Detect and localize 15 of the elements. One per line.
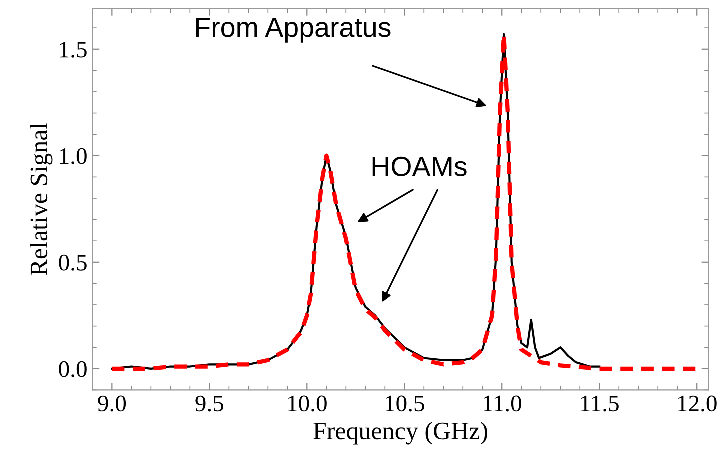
x-tick-label: 10.0 xyxy=(288,396,327,412)
y-tick-label: 1.0 xyxy=(60,148,87,164)
y-tick-label: 0.0 xyxy=(59,361,87,378)
x-tick-label: 9.0 xyxy=(98,396,126,412)
y-tick-label: 0.5 xyxy=(59,254,87,271)
x-tick-label: 11.5 xyxy=(581,396,619,412)
x-tick-label: 11.0 xyxy=(484,396,522,412)
x-tick-label: 10.5 xyxy=(386,396,424,412)
annotation: HOAMs xyxy=(372,156,467,177)
x-tick-label: 9.5 xyxy=(196,396,224,412)
y-tick-label: 1.5 xyxy=(60,42,87,58)
x-axis-title: Frequency (GHz) xyxy=(314,422,488,445)
x-tick-label: 12.0 xyxy=(678,396,717,412)
annotation: From Apparatus xyxy=(196,18,391,43)
y-axis-title: Relative Signal xyxy=(30,123,53,276)
